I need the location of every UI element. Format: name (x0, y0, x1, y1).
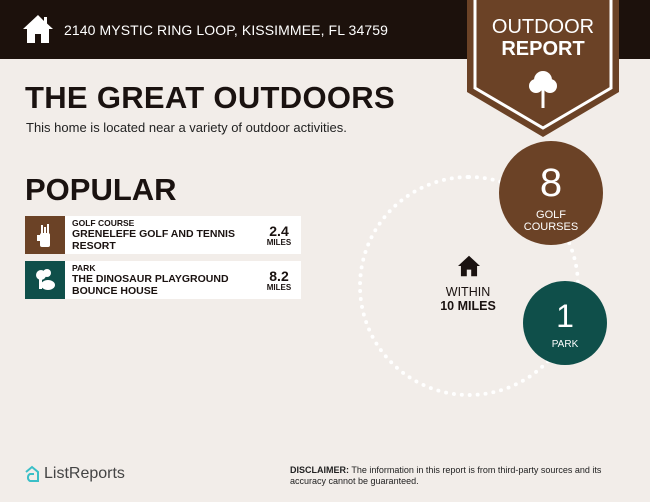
item-distance: 2.4 (269, 222, 289, 239)
item-name: THE DINOSAUR PLAYGROUND (72, 273, 229, 285)
item-unit: MILES (266, 282, 292, 292)
listreports-logo[interactable]: ListReports (24, 465, 125, 483)
popular-item-golf[interactable]: GOLF COURSE GRENELEFE GOLF AND TENNIS RESO… (25, 216, 301, 254)
radius-value: 10 MILES (440, 299, 496, 313)
golf-bag-icon (25, 216, 65, 254)
item-type: GOLF COURSE (72, 218, 135, 228)
radius-label: WITHIN (445, 285, 491, 299)
page-subtitle: This home is located near a variety of o… (26, 120, 347, 135)
item-distance: 8.2 (269, 267, 289, 284)
home-icon (23, 15, 53, 43)
golf-count: 8 (539, 161, 563, 205)
banner-line1: OUTDOOR (491, 16, 595, 38)
park-count: 1 (556, 298, 574, 334)
item-name: GRENELEFE GOLF AND TENNIS (72, 228, 235, 240)
item-unit: MILES (266, 237, 292, 247)
popular-heading: POPULAR (25, 172, 177, 207)
page-title: THE GREAT OUTDOORS (25, 80, 395, 115)
disclaimer-label: DISCLAIMER: (290, 465, 349, 475)
popular-item-park[interactable]: PARK THE DINOSAUR PLAYGROUND BOUNCE HOUSE … (25, 261, 301, 299)
item-name-cont: BOUNCE HOUSE (72, 285, 158, 297)
golf-label-cont: COURSES (523, 221, 579, 233)
park-label: PARK (551, 339, 579, 350)
home-icon (458, 255, 480, 277)
park-trees-icon (25, 261, 65, 299)
banner-line2: REPORT (501, 38, 585, 60)
disclaimer: DISCLAIMER: The information in this repo… (290, 465, 635, 487)
golf-count-bubble: 8 GOLF COURSES (499, 141, 603, 245)
logo-text: ListReports (44, 465, 125, 482)
property-address: 2140 MYSTIC RING LOOP, KISSIMMEE, FL 347… (64, 22, 388, 38)
logo-icon (25, 465, 39, 482)
disclaimer-text: The information in this report is from t… (290, 465, 602, 486)
outdoor-report-banner (467, 0, 619, 137)
golf-label: GOLF (536, 209, 566, 221)
item-name-cont: RESORT (72, 240, 116, 252)
item-type: PARK (72, 263, 96, 273)
tree-icon (529, 71, 557, 108)
park-count-bubble: 1 PARK (523, 281, 607, 365)
